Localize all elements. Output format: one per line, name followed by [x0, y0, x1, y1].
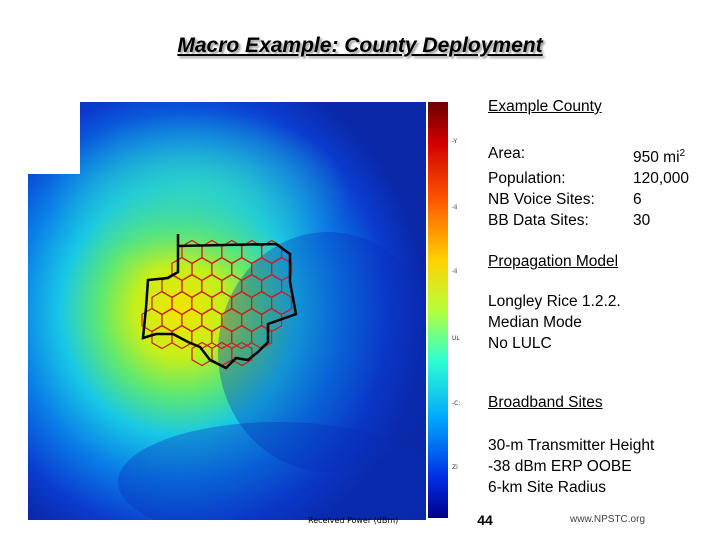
colorbar-tick: -Ii	[452, 268, 458, 275]
stat-row-area: Area: 950 mi2	[488, 143, 689, 168]
site-hex-cell	[231, 341, 253, 367]
stat-value: 30	[633, 212, 651, 230]
broadband-line: 6-km Site Radius	[488, 479, 607, 496]
colorbar	[428, 102, 448, 518]
county-heading: Example County	[488, 98, 602, 115]
map-blank-corner	[28, 102, 80, 174]
propagation-line: Median Mode	[488, 314, 582, 331]
broadband-line: 30-m Transmitter Height	[488, 437, 655, 454]
slide-title: Macro Example: County Deployment	[177, 34, 543, 57]
colorbar-tick: -C:	[452, 400, 461, 407]
propagation-heading: Propagation Model	[488, 253, 619, 270]
coverage-map	[28, 102, 426, 520]
stat-row-nb-voice: NB Voice Sites: 6	[488, 189, 689, 210]
broadband-details: 30-m Transmitter Height -38 dBm ERP OOBE…	[488, 435, 654, 498]
propagation-line: No LULC	[488, 335, 552, 352]
broadband-heading: Broadband Sites	[488, 394, 603, 411]
colorbar-tick: UL	[452, 335, 460, 342]
page-number: 44	[477, 512, 493, 528]
stat-row-bb-data: BB Data Sites: 30	[488, 210, 689, 231]
stat-label: Population:	[488, 170, 566, 188]
stat-label: BB Data Sites:	[488, 212, 589, 230]
stat-value: 120,000	[633, 170, 690, 188]
broadband-line: -38 dBm ERP OOBE	[488, 458, 632, 475]
stat-value: 950 mi2	[633, 148, 686, 167]
website-link[interactable]: www.NPSTC.org	[570, 514, 646, 525]
stat-label: Area:	[488, 145, 526, 162]
stat-label: NB Voice Sites:	[488, 191, 595, 209]
stat-value: 6	[633, 191, 642, 209]
county-boundary	[141, 234, 298, 370]
colorbar-tick: Zi	[452, 464, 458, 471]
propagation-line: Longley Rice 1.2.2.	[488, 293, 621, 310]
propagation-details: Longley Rice 1.2.2. Median Mode No LULC	[488, 291, 621, 354]
colorbar-tick: -Ii	[452, 204, 458, 211]
county-stats: Area: 950 mi2 Population: 120,000 NB Voi…	[488, 143, 689, 231]
colorbar-caption: Received Power (dBm)	[308, 516, 399, 525]
colorbar-tick: -Y	[452, 138, 458, 145]
site-hex-cell	[251, 324, 273, 350]
stat-row-population: Population: 120,000	[488, 168, 689, 189]
